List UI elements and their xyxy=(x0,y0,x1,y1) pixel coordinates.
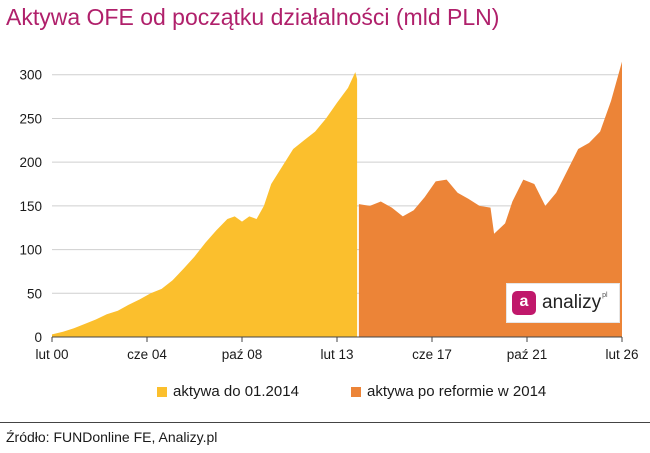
y-axis: 0 50 100 150 200 250 300 xyxy=(19,68,42,345)
x-tick-label: cze 17 xyxy=(412,347,452,362)
x-tick-label: lut 26 xyxy=(605,347,638,362)
y-tick-label: 50 xyxy=(27,286,42,301)
legend-item-pre-2014: aktywa do 01.2014 xyxy=(157,383,299,400)
x-tick-label: paź 21 xyxy=(507,347,548,362)
x-tick-label: lut 13 xyxy=(320,347,353,362)
footer-divider xyxy=(0,422,650,423)
y-tick-label: 200 xyxy=(19,155,42,170)
source-note: Źródło: FUNDonline FE, Analizy.pl xyxy=(6,429,218,445)
y-tick-label: 250 xyxy=(19,111,42,126)
x-axis: lut 00 cze 04 paź 08 lut 13 cze 17 paź 21 lut … xyxy=(35,336,639,362)
x-tick-label: cze 04 xyxy=(127,347,167,362)
y-tick-label: 100 xyxy=(19,243,42,258)
analizy-logo-suffix: pl xyxy=(602,291,608,299)
analizy-logo: a analizy pl xyxy=(506,283,620,323)
legend-item-post-2014: aktywa po reformie w 2014 xyxy=(351,383,546,400)
legend-swatch-post-2014 xyxy=(351,386,361,397)
x-tick-label: lut 00 xyxy=(35,347,68,362)
area-series xyxy=(52,61,622,337)
chart-title: Aktywa OFE od początku działalności (mld… xyxy=(6,4,500,30)
y-tick-label: 150 xyxy=(19,199,42,214)
legend-label-pre-2014: aktywa do 01.2014 xyxy=(173,383,299,400)
y-tick-label: 0 xyxy=(34,330,42,345)
legend-label-post-2014: aktywa po reformie w 2014 xyxy=(367,383,547,400)
analizy-logo-text: analizy xyxy=(542,292,602,313)
legend-swatch-pre-2014 xyxy=(157,386,167,397)
area-series-2 xyxy=(358,61,622,337)
y-tick-label: 300 xyxy=(19,68,42,83)
analizy-logo-icon: a xyxy=(512,291,536,315)
area-series-1 xyxy=(52,72,358,337)
x-tick-label: paź 08 xyxy=(222,347,263,362)
